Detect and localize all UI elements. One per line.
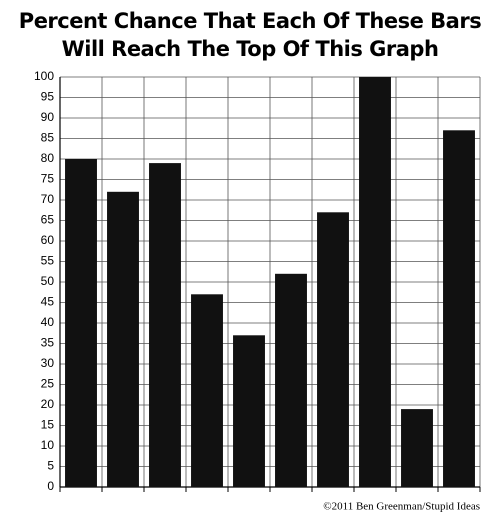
bar [233,335,265,487]
y-tick-label: 85 [41,131,55,145]
bar [191,294,223,487]
y-tick-label: 95 [41,90,55,104]
y-tick-label: 15 [41,418,55,432]
y-tick-label: 75 [41,172,55,186]
bar [149,163,181,487]
bar [317,212,349,488]
y-tick-label: 45 [41,295,55,309]
y-tick-label: 20 [41,397,55,411]
y-tick-label: 35 [41,336,55,350]
y-tick-label: 55 [41,254,55,268]
chart-title: Percent Chance That Each Of These Bars [19,9,481,33]
y-tick-label: 40 [41,315,55,329]
bar [107,191,139,488]
bar [275,273,307,487]
y-tick-label: 0 [47,479,54,493]
credit: ©2011 Ben Greenman/Stupid Ideas [323,501,480,513]
y-tick-label: 60 [41,233,55,247]
y-tick-label: 65 [41,213,55,227]
bar [443,130,475,488]
y-tick-label: 90 [41,110,55,124]
bar [359,77,391,487]
chart-title: Will Reach The Top Of This Graph [62,37,439,61]
y-tick-label: 80 [41,151,55,165]
y-tick-label: 5 [47,459,54,473]
y-tick-label: 100 [34,69,54,83]
y-tick-label: 25 [41,377,55,391]
bar [65,159,97,487]
y-tick-label: 30 [41,356,55,370]
y-tick-label: 10 [41,438,55,452]
y-tick-label: 70 [41,192,55,206]
bar [401,409,433,487]
y-tick-label: 50 [41,274,55,288]
